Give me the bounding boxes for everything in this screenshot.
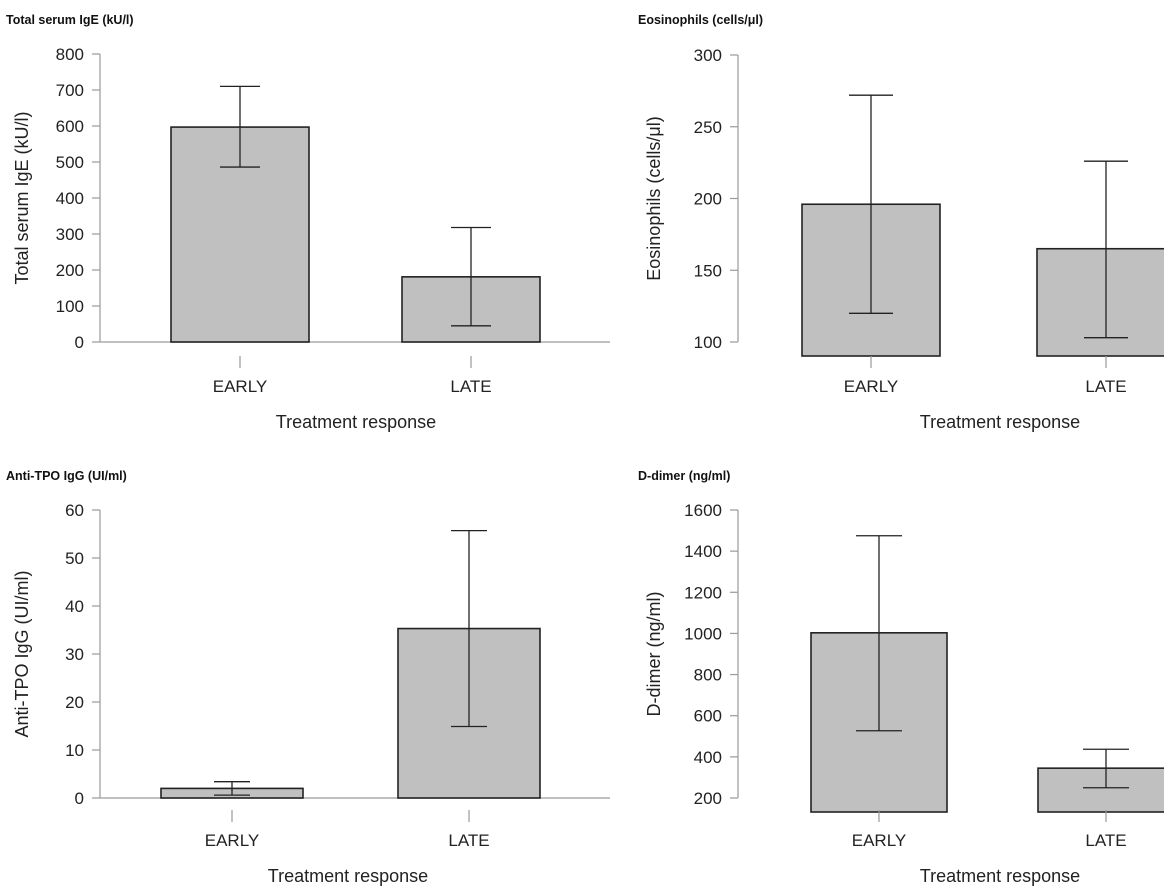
panel-1-x-axis-title: Treatment response: [276, 412, 436, 432]
panel-2-y-tick-label: 250: [694, 118, 722, 137]
panel-2-x-axis-title: Treatment response: [920, 412, 1080, 432]
panel-3-y-tick-label: 60: [65, 501, 84, 520]
panel-2-y-tick-label: 100: [694, 333, 722, 352]
panel-3-y-tick-label: 20: [65, 693, 84, 712]
panel-1-y-tick-label: 600: [56, 117, 84, 136]
panel-1-y-tick-label: 800: [56, 45, 84, 64]
panel-3-y-axis-title: Anti-TPO IgG (UI/ml): [12, 570, 32, 737]
panel-4-bar-late: [1037, 767, 1164, 813]
panel-4-y-tick-label: 800: [694, 666, 722, 685]
panel-1-x-tick-label-late: LATE: [450, 377, 491, 396]
panel-4-x-tick-label-early: EARLY: [852, 831, 907, 850]
panel-3-y-tick-label: 0: [75, 789, 84, 808]
panel-1-y-tick-label: 400: [56, 189, 84, 208]
panel-3-y-tick-label: 10: [65, 741, 84, 760]
panel-4-y-tick-label: 1600: [684, 501, 722, 520]
panel-2-y-tick-label: 150: [694, 261, 722, 280]
panel-4-y-tick-label: 1000: [684, 624, 722, 643]
panel-3-x-tick-label-late: LATE: [448, 831, 489, 850]
panel-4-y-tick-label: 600: [694, 707, 722, 726]
panel-2-y-axis-title: Eosinophils (cells/μl): [644, 116, 664, 280]
panel-1-y-tick-label: 200: [56, 261, 84, 280]
panel-3-y-tick-label: 30: [65, 645, 84, 664]
panel-1-y-tick-label: 300: [56, 225, 84, 244]
panel-1-y-tick-label: 500: [56, 153, 84, 172]
panel-2-title: Eosinophils (cells/μl): [638, 13, 763, 27]
panel-1-y-tick-label: 100: [56, 297, 84, 316]
panel-4-y-tick-label: 200: [694, 789, 722, 808]
panel-3-title: Anti-TPO IgG (UI/ml): [6, 469, 127, 483]
panel-4-x-tick-label-late: LATE: [1085, 831, 1126, 850]
panel-3-y-tick-label: 50: [65, 549, 84, 568]
panel-3-y-tick-label: 40: [65, 597, 84, 616]
panel-4-x-axis-title: Treatment response: [920, 866, 1080, 886]
panel-1-title: Total serum IgE (kU/l): [6, 13, 134, 27]
panel-2-x-tick-label-early: EARLY: [844, 377, 899, 396]
panel-4-y-axis-title: D-dimer (ng/ml): [644, 591, 664, 716]
panel-4-y-tick-label: 400: [694, 748, 722, 767]
panel-4-y-tick-label: 1400: [684, 542, 722, 561]
panel-3-x-tick-label-early: EARLY: [205, 831, 260, 850]
panel-2-x-tick-label-late: LATE: [1085, 377, 1126, 396]
panel-2-bar-late: [1036, 247, 1164, 357]
panel-2-y-tick-label: 300: [694, 46, 722, 65]
panel-3-x-axis-title: Treatment response: [268, 866, 428, 886]
panel-1-y-tick-label: 0: [75, 333, 84, 352]
panel-1-x-tick-label-early: EARLY: [213, 377, 268, 396]
panel-1-y-tick-label: 700: [56, 81, 84, 100]
panel-4-y-tick-label: 1200: [684, 583, 722, 602]
panel-4-title: D-dimer (ng/ml): [638, 469, 730, 483]
panel-1-y-axis-title: Total serum IgE (kU/l): [12, 111, 32, 284]
panel-2-y-tick-label: 200: [694, 190, 722, 209]
